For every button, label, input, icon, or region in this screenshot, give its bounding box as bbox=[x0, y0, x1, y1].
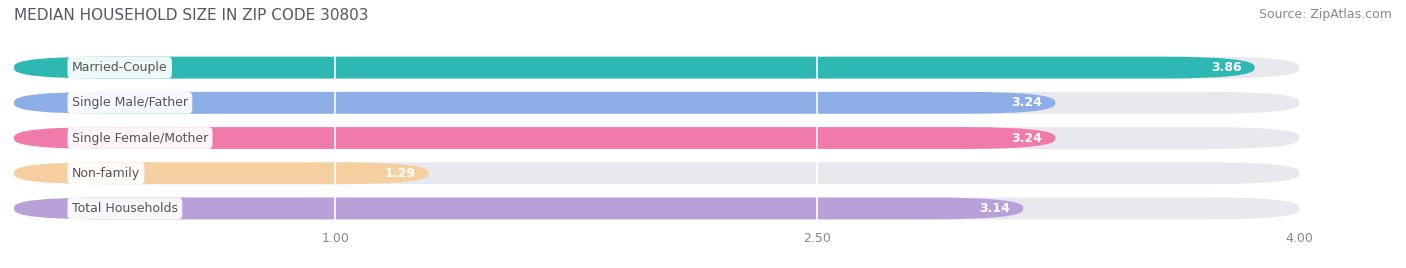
Text: 3.14: 3.14 bbox=[980, 202, 1011, 215]
FancyBboxPatch shape bbox=[14, 57, 1299, 79]
Text: Source: ZipAtlas.com: Source: ZipAtlas.com bbox=[1258, 8, 1392, 21]
Text: Married-Couple: Married-Couple bbox=[72, 61, 167, 74]
FancyBboxPatch shape bbox=[14, 92, 1299, 114]
Text: 3.86: 3.86 bbox=[1211, 61, 1241, 74]
Text: MEDIAN HOUSEHOLD SIZE IN ZIP CODE 30803: MEDIAN HOUSEHOLD SIZE IN ZIP CODE 30803 bbox=[14, 8, 368, 23]
FancyBboxPatch shape bbox=[14, 198, 1024, 219]
Text: 1.29: 1.29 bbox=[385, 167, 416, 180]
FancyBboxPatch shape bbox=[14, 162, 1299, 184]
FancyBboxPatch shape bbox=[14, 162, 429, 184]
FancyBboxPatch shape bbox=[14, 92, 1056, 114]
FancyBboxPatch shape bbox=[14, 127, 1056, 149]
Text: 3.24: 3.24 bbox=[1011, 132, 1042, 144]
Text: Non-family: Non-family bbox=[72, 167, 141, 180]
FancyBboxPatch shape bbox=[14, 127, 1299, 149]
Text: Total Households: Total Households bbox=[72, 202, 179, 215]
Text: Single Male/Father: Single Male/Father bbox=[72, 96, 188, 109]
FancyBboxPatch shape bbox=[14, 198, 1299, 219]
FancyBboxPatch shape bbox=[14, 57, 1254, 79]
Text: 3.24: 3.24 bbox=[1011, 96, 1042, 109]
Text: Single Female/Mother: Single Female/Mother bbox=[72, 132, 208, 144]
